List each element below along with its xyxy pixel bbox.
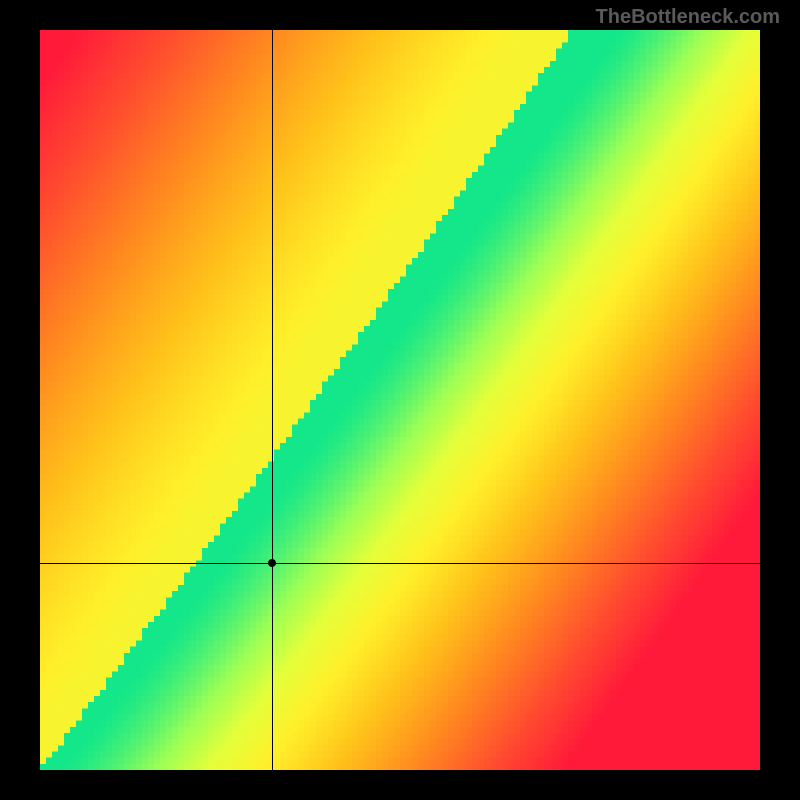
watermark-text: TheBottleneck.com — [596, 6, 780, 29]
crosshair-vertical-line — [272, 30, 273, 770]
crosshair-horizontal-line — [40, 563, 760, 564]
heatmap-plot — [40, 30, 760, 770]
heatmap-canvas — [40, 30, 760, 770]
crosshair-marker — [268, 559, 276, 567]
